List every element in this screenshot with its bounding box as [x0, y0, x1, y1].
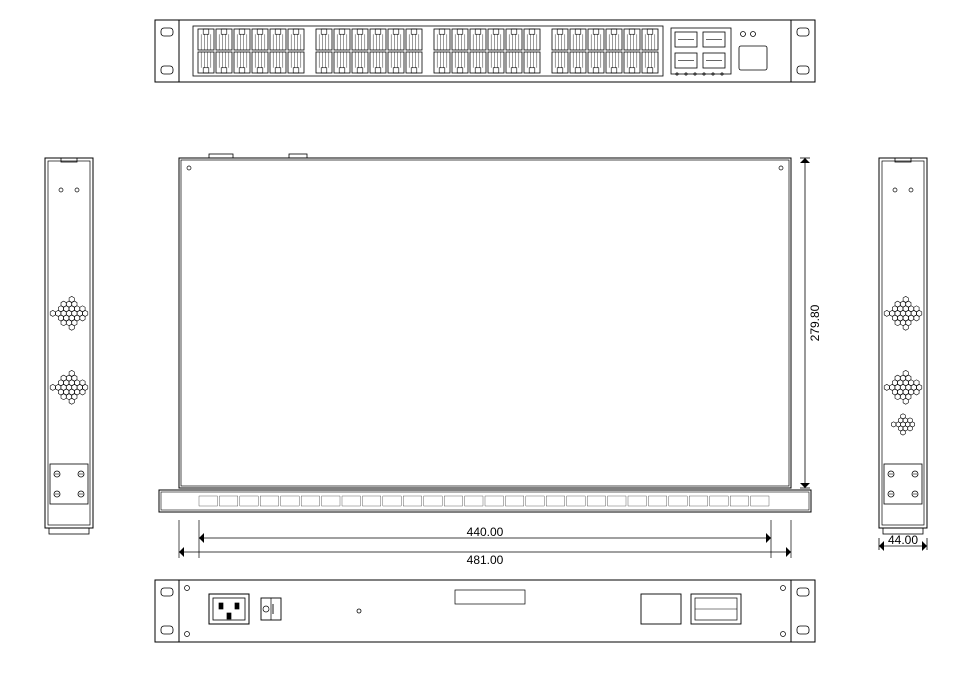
dim-widths: 440.00 481.00 — [179, 520, 791, 567]
dim-side-width-label: 44.00 — [888, 533, 918, 547]
dim-481-label: 481.00 — [467, 553, 504, 567]
top-plan-view: 279.80 — [159, 154, 822, 512]
dim-side-width: 44.00 — [879, 533, 927, 551]
left-side-view — [45, 158, 93, 534]
dim-440-label: 440.00 — [467, 525, 504, 539]
front-view — [155, 20, 815, 82]
right-side-view — [879, 158, 927, 534]
rear-view — [155, 580, 815, 642]
dim-depth-label: 279.80 — [808, 304, 822, 341]
